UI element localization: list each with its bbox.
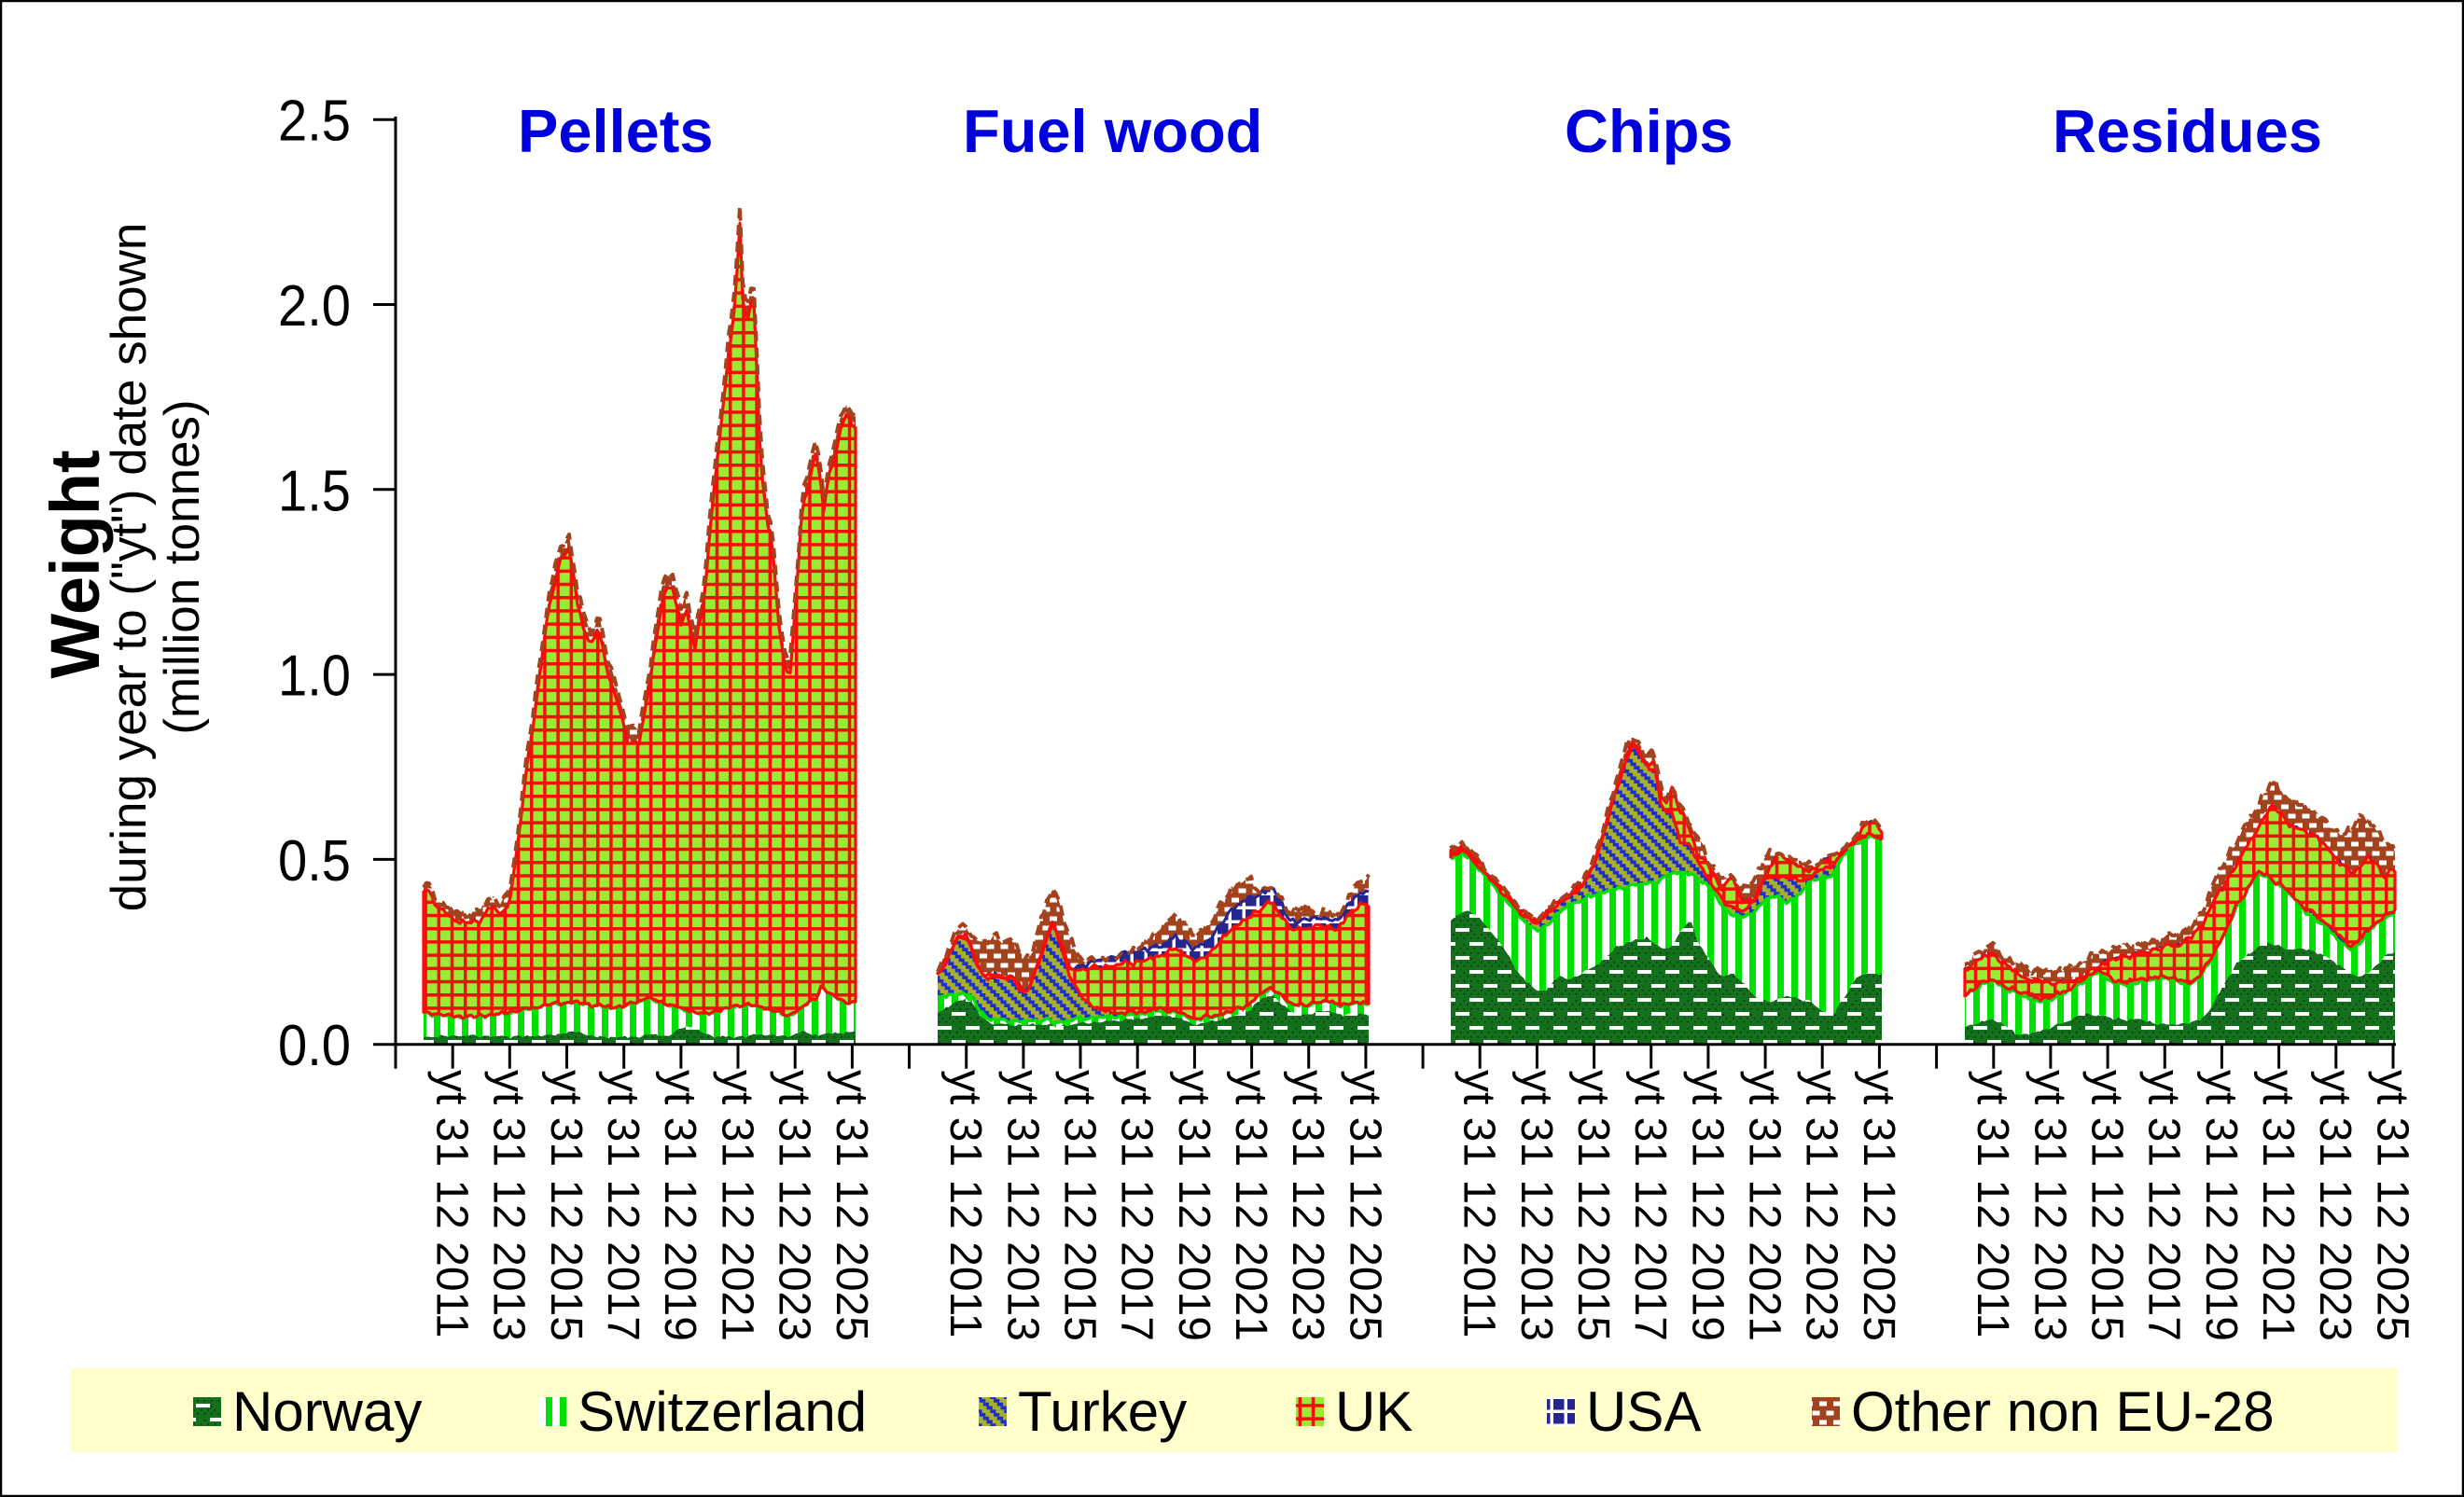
- svg-text:Other non EU-28: Other non EU-28: [1851, 1380, 2275, 1443]
- svg-text:yt 31 12 2017: yt 31 12 2017: [598, 1070, 647, 1341]
- svg-text:1.5: 1.5: [278, 459, 351, 523]
- svg-text:yt 31 12 2015: yt 31 12 2015: [2082, 1070, 2132, 1341]
- svg-text:0.0: 0.0: [278, 1014, 351, 1078]
- svg-text:yt 31 12 2015: yt 31 12 2015: [1054, 1070, 1104, 1341]
- svg-text:yt 31 12 2011: yt 31 12 2011: [940, 1070, 990, 1338]
- svg-text:Residues: Residues: [2053, 97, 2322, 165]
- svg-text:yt 31 12 2015: yt 31 12 2015: [541, 1070, 591, 1341]
- svg-text:yt 31 12 2023: yt 31 12 2023: [2310, 1070, 2360, 1341]
- svg-text:yt 31 12 2021: yt 31 12 2021: [2253, 1070, 2303, 1341]
- svg-text:yt 31 12 2013: yt 31 12 2013: [1511, 1070, 1561, 1341]
- svg-text:yt 31 12 2011: yt 31 12 2011: [427, 1070, 477, 1338]
- svg-text:yt 31 12 2013: yt 31 12 2013: [484, 1070, 534, 1341]
- svg-text:yt 31 12 2019: yt 31 12 2019: [1169, 1070, 1218, 1341]
- svg-text:yt 31 12 2013: yt 31 12 2013: [2025, 1070, 2074, 1341]
- svg-text:yt 31 12 2017: yt 31 12 2017: [1112, 1070, 1162, 1341]
- svg-text:Turkey: Turkey: [1018, 1380, 1187, 1443]
- svg-text:2.0: 2.0: [278, 274, 351, 339]
- svg-text:yt 31 12 2021: yt 31 12 2021: [712, 1070, 761, 1341]
- svg-text:yt 31 12 2011: yt 31 12 2011: [1968, 1070, 2017, 1338]
- svg-text:yt 31 12 2023: yt 31 12 2023: [1797, 1070, 1846, 1341]
- svg-text:yt 31 12 2017: yt 31 12 2017: [2139, 1070, 2189, 1341]
- svg-text:Chips: Chips: [1565, 97, 1733, 165]
- svg-text:Switzerland: Switzerland: [578, 1380, 867, 1443]
- svg-text:UK: UK: [1335, 1380, 1413, 1443]
- svg-text:yt 31 12 2025: yt 31 12 2025: [1854, 1070, 1903, 1341]
- svg-text:Norway: Norway: [232, 1380, 422, 1443]
- svg-text:yt 31 12 2011: yt 31 12 2011: [1455, 1070, 1504, 1338]
- svg-text:yt 31 12 2025: yt 31 12 2025: [827, 1070, 876, 1341]
- svg-text:yt 31 12 2017: yt 31 12 2017: [1625, 1070, 1675, 1341]
- svg-text:yt 31 12 2025: yt 31 12 2025: [2367, 1070, 2416, 1341]
- svg-text:yt 31 12 2023: yt 31 12 2023: [1283, 1070, 1332, 1341]
- svg-text:1.0: 1.0: [278, 645, 351, 709]
- svg-text:yt 31 12 2013: yt 31 12 2013: [997, 1070, 1047, 1341]
- svg-text:during year to ("yt") date sho: during year to ("yt") date shown: [102, 223, 157, 912]
- svg-text:USA: USA: [1586, 1380, 1701, 1443]
- svg-text:yt 31 12 2025: yt 31 12 2025: [1340, 1070, 1389, 1341]
- svg-text:yt 31 12 2021: yt 31 12 2021: [1226, 1070, 1275, 1341]
- svg-text:2.5: 2.5: [278, 90, 351, 154]
- svg-text:yt 31 12 2023: yt 31 12 2023: [770, 1070, 819, 1341]
- svg-text:yt 31 12 2021: yt 31 12 2021: [1740, 1070, 1789, 1341]
- svg-text:Pellets: Pellets: [518, 97, 714, 165]
- svg-text:0.5: 0.5: [278, 829, 351, 894]
- svg-text:yt 31 12 2015: yt 31 12 2015: [1568, 1070, 1618, 1341]
- svg-text:yt 31 12 2019: yt 31 12 2019: [2196, 1070, 2246, 1341]
- svg-text:yt 31 12 2019: yt 31 12 2019: [655, 1070, 704, 1341]
- svg-text:Fuel wood: Fuel wood: [963, 97, 1262, 165]
- svg-text:yt 31 12 2019: yt 31 12 2019: [1682, 1070, 1732, 1341]
- svg-text:(million tonnes): (million tonnes): [155, 399, 210, 734]
- svg-text:Weight: Weight: [36, 450, 114, 678]
